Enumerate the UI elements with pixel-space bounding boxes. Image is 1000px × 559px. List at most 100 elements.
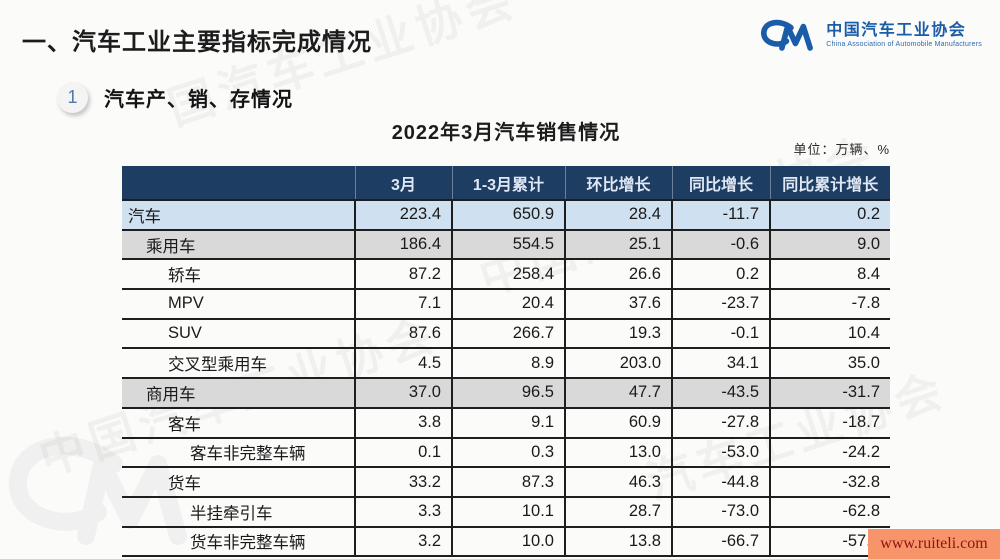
table-cell: 35.0: [769, 347, 890, 379]
table-cell: 26.6: [564, 258, 672, 290]
table-cell: 7.1: [354, 288, 452, 319]
table-row: 客车非完整车辆 0.1 0.3 13.0 -53.0 -24.2: [122, 436, 890, 468]
table-column-header: 同比累计增长: [769, 166, 890, 200]
row-label: 乘用车: [122, 228, 355, 260]
table-cell: -23.7: [671, 288, 770, 319]
table-cell: 203.0: [564, 347, 672, 379]
table-cell: -43.5: [671, 377, 770, 408]
association-logo: 中国汽车工业协会 China Association of Automobile…: [756, 14, 982, 56]
table-header-row: 3月 1-3月累计 环比增长 同比增长 同比累计增长: [122, 166, 890, 200]
unit-note: 单位：万辆、%: [793, 142, 890, 157]
table-row: SUV 87.6 266.7 19.3 -0.1 10.4: [122, 317, 890, 349]
table-column-header: 环比增长: [564, 166, 672, 200]
site-watermark: www.ruiteli.com: [868, 529, 1000, 559]
table-cell: 0.1: [354, 436, 452, 468]
table-row: 客车 3.8 9.1 60.9 -27.8 -18.7: [122, 406, 890, 438]
table-cell: 8.4: [769, 258, 890, 290]
table-cell: -73.0: [671, 495, 770, 527]
table-row: MPV 7.1 20.4 37.6 -23.7 -7.8: [122, 288, 890, 319]
row-label: MPV: [122, 288, 355, 319]
table-cell: 3.2: [354, 525, 452, 558]
table-cell: -44.8: [671, 466, 770, 497]
table-cell: -7.8: [769, 288, 890, 319]
table-cell: 87.2: [354, 258, 452, 290]
table-cell: 13.8: [564, 525, 672, 558]
cm-logo-icon: [761, 19, 814, 51]
table-cell: -62.8: [769, 495, 890, 527]
table-cell: 3.3: [354, 495, 452, 527]
table-cell: 10.4: [769, 317, 890, 349]
logo-text-block: 中国汽车工业协会 China Association of Automobile…: [826, 22, 982, 49]
table-cell: -24.2: [769, 436, 890, 468]
table-cell: 37.6: [564, 288, 672, 319]
logo-name-en: China Association of Automobile Manufact…: [826, 41, 982, 49]
table-cell: -0.1: [671, 317, 770, 349]
table-cell: 10.0: [451, 525, 565, 558]
section-heading: 1 汽车产、销、存情况: [57, 82, 293, 113]
row-label: 货车: [122, 466, 355, 497]
table-cell: 28.4: [564, 199, 672, 230]
table-cell: -18.7: [769, 406, 890, 438]
table-header: 3月 1-3月累计 环比增长 同比增长 同比累计增长: [122, 166, 890, 200]
table-cell: 87.3: [451, 466, 565, 497]
table-cell: 4.5: [354, 347, 452, 379]
table-row: 轿车 87.2 258.4 26.6 0.2 8.4: [122, 258, 890, 290]
table-cell: 650.9: [451, 199, 565, 230]
table-cell: -66.7: [671, 525, 770, 558]
row-label: 商用车: [122, 377, 355, 408]
table-cell: 258.4: [451, 258, 565, 290]
page-title: 一、汽车工业主要指标完成情况: [22, 29, 372, 56]
table-cell: 0.2: [671, 258, 770, 290]
table-cell: 3.8: [354, 406, 452, 438]
table-cell: -0.6: [671, 228, 770, 260]
table-row: 货车 33.2 87.3 46.3 -44.8 -32.8: [122, 466, 890, 497]
table-cell: 25.1: [564, 228, 672, 260]
table-cell: 0.2: [769, 199, 890, 230]
table-cell: -32.8: [769, 466, 890, 497]
table-row: 乘用车 186.4 554.5 25.1 -0.6 9.0: [122, 228, 890, 260]
table-column-header: 同比增长: [671, 166, 770, 200]
row-label: 交叉型乘用车: [122, 347, 355, 379]
section-title: 汽车产、销、存情况: [104, 89, 293, 111]
table-body: 汽车 223.4 650.9 28.4 -11.7 0.2 乘用车 186.4 554.5 25.…: [122, 199, 890, 558]
section-number-badge: 1: [57, 82, 88, 113]
row-label: 轿车: [122, 258, 355, 290]
table-cell: 33.2: [354, 466, 452, 497]
logo-name-cn: 中国汽车工业协会: [826, 21, 967, 39]
table-cell: 554.5: [451, 228, 565, 260]
row-label: 汽车: [122, 199, 355, 230]
table-row: 交叉型乘用车 4.5 8.9 203.0 34.1 35.0: [122, 347, 890, 379]
table-cell: 9.0: [769, 228, 890, 260]
sales-table: 3月 1-3月累计 环比增长 同比增长 同比累计增长 汽车 223.4 650.9 28.4-…: [122, 166, 890, 558]
table-cell: 87.6: [354, 317, 452, 349]
table-cell: 266.7: [451, 317, 565, 349]
table-cell: -53.0: [671, 436, 770, 468]
table-column-header: 1-3月累计: [451, 166, 565, 200]
table-cell: 13.0: [564, 436, 672, 468]
table-row: 汽车 223.4 650.9 28.4 -11.7 0.2: [122, 199, 890, 230]
table-cell: 46.3: [564, 466, 672, 497]
table-column-header: 3月: [354, 166, 452, 200]
table-cell: 34.1: [671, 347, 770, 379]
table-cell: 8.9: [451, 347, 565, 379]
table-cell: 223.4: [354, 199, 452, 230]
table-cell: 37.0: [354, 377, 452, 408]
table-cell: 19.3: [564, 317, 672, 349]
table-cell: 96.5: [451, 377, 565, 408]
table-row: 商用车 37.0 96.5 47.7 -43.5 -31.7: [122, 377, 890, 408]
table-row: 货车非完整车辆 3.2 10.0 13.8 -66.7 -57.0: [122, 525, 890, 558]
table-column-header: [122, 166, 355, 200]
table-cell: 186.4: [354, 228, 452, 260]
table-cell: 28.7: [564, 495, 672, 527]
row-label: 货车非完整车辆: [122, 525, 355, 558]
table-cell: 0.3: [451, 436, 565, 468]
table-title: 2022年3月汽车销售情况: [391, 122, 621, 144]
table-cell: 10.1: [451, 495, 565, 527]
row-label: 客车: [122, 406, 355, 438]
row-label: 客车非完整车辆: [122, 436, 355, 468]
table-cell: -11.7: [671, 199, 770, 230]
table-cell: 20.4: [451, 288, 565, 319]
table-cell: 60.9: [564, 406, 672, 438]
table-cell: 47.7: [564, 377, 672, 408]
